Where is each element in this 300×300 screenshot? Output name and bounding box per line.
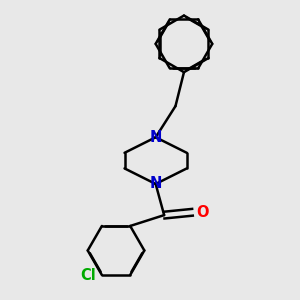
Text: N: N (149, 130, 162, 145)
Text: N: N (149, 176, 162, 191)
Text: O: O (197, 205, 209, 220)
Text: Cl: Cl (80, 268, 96, 283)
